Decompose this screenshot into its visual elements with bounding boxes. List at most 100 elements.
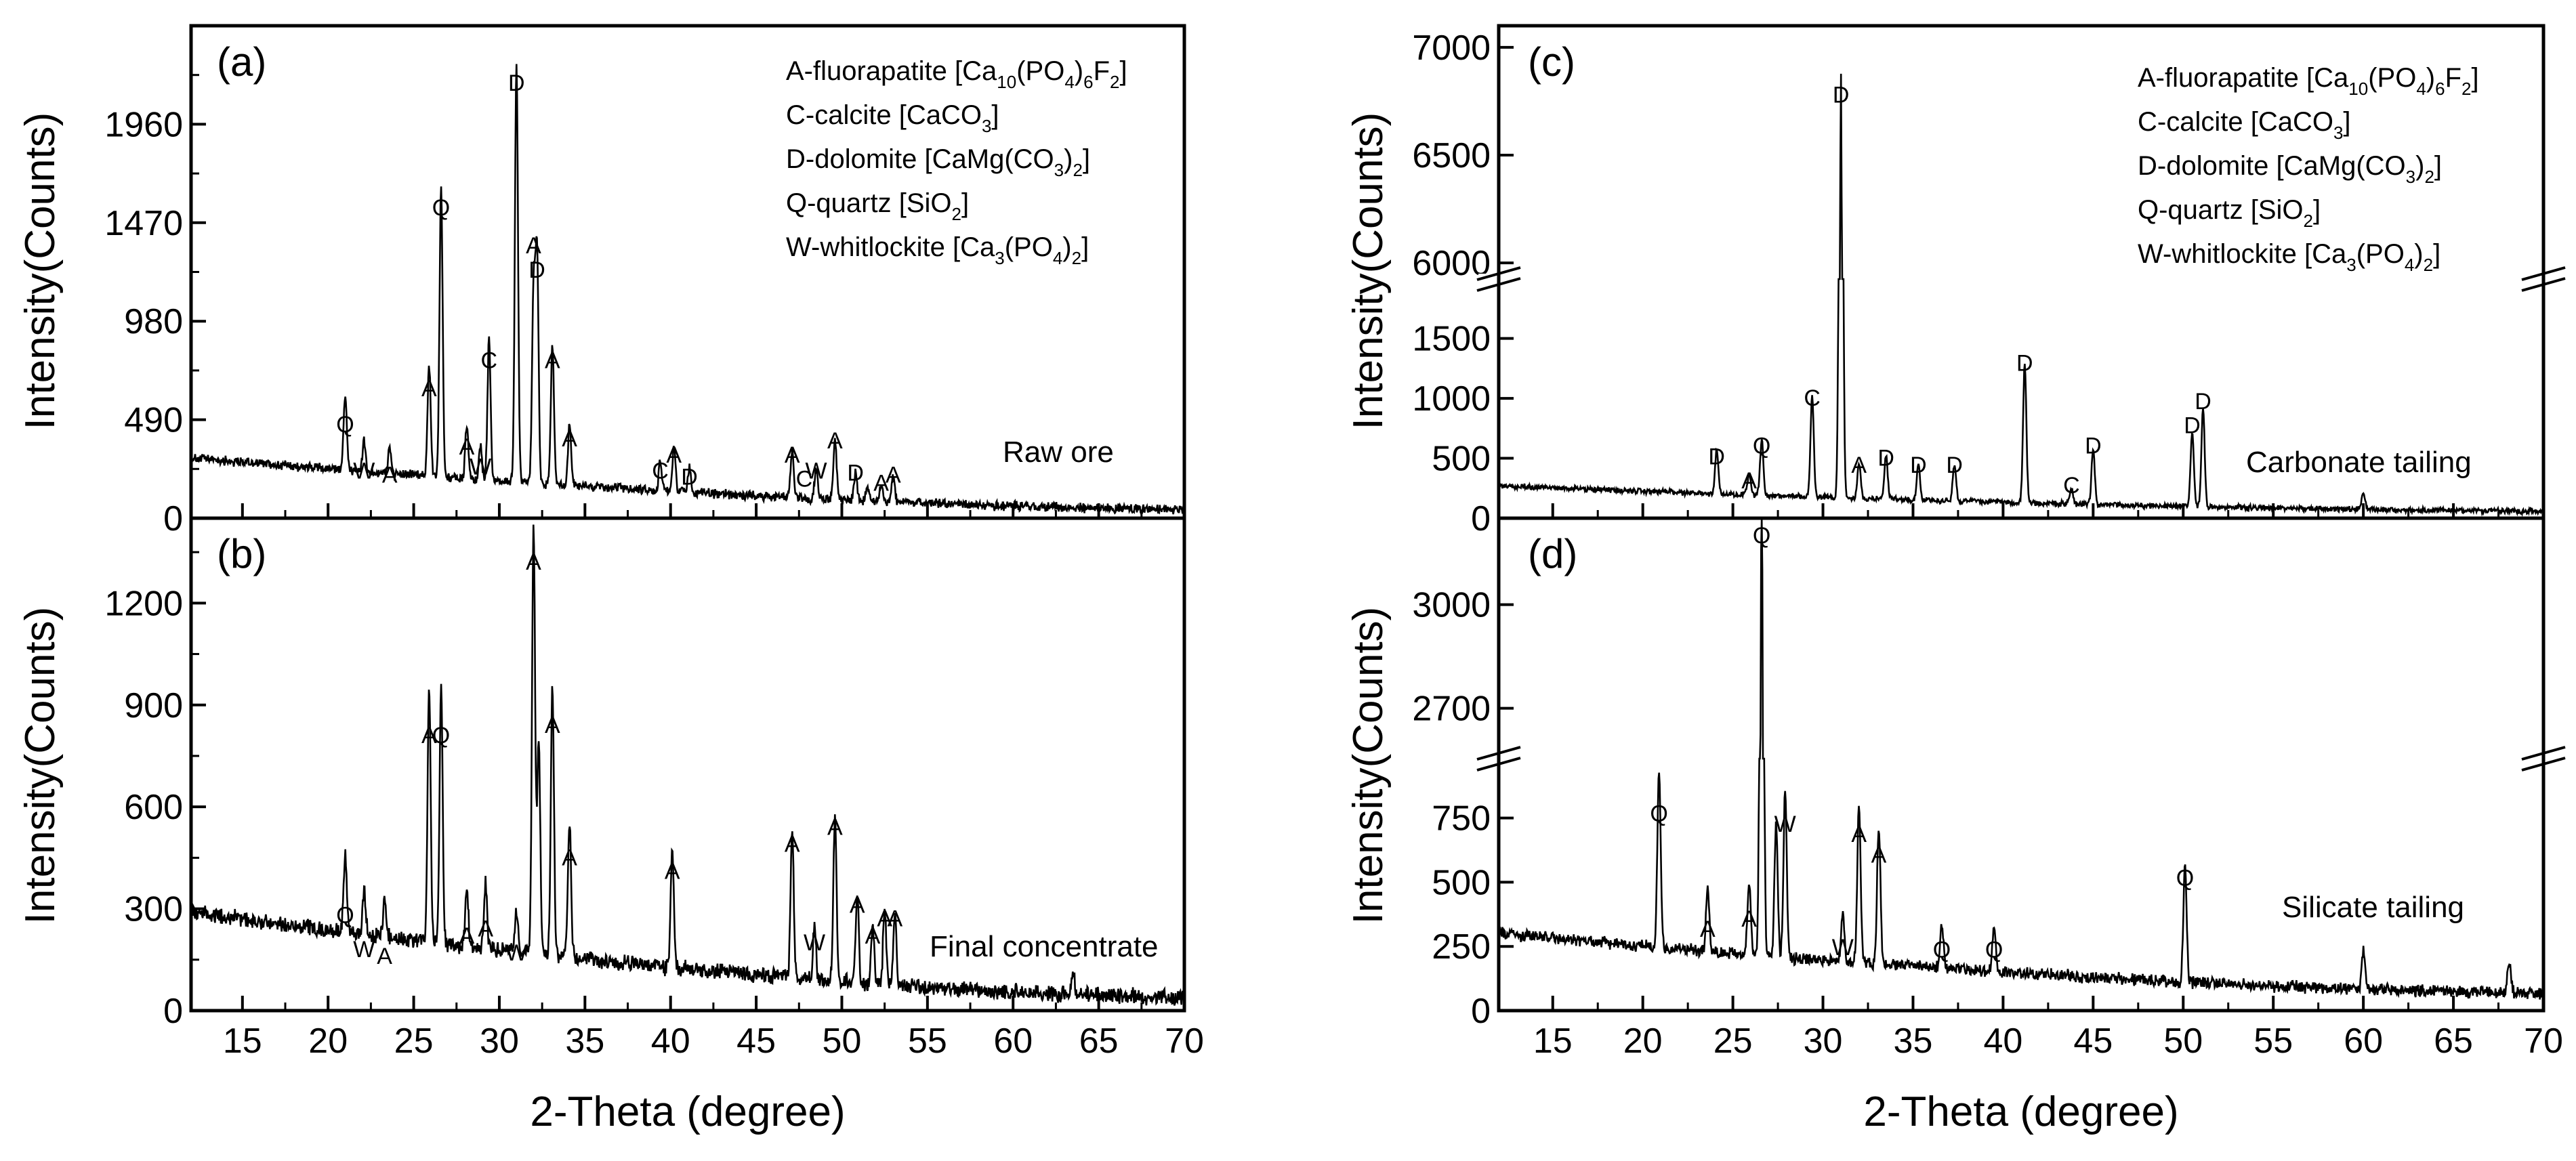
xtick-label-d-7: 50	[2163, 1021, 2203, 1061]
peak-label-d-4: W	[1774, 811, 1796, 837]
frame-d	[1497, 516, 2546, 1013]
panel-c: Intensity(Counts) 0 500 1000 1500 6000 6500 70…	[1345, 24, 2566, 539]
xtick-label-b-0: 15	[223, 1021, 262, 1061]
peak-label-a-2: A	[382, 462, 398, 488]
xtick-label-b-7: 50	[823, 1021, 862, 1061]
peak-label-c-9: D	[2016, 351, 2033, 377]
peak-label-c-12: D	[2184, 413, 2201, 439]
peak-label-a-3: A	[421, 376, 437, 402]
peak-label-d-7: A	[1871, 842, 1887, 868]
peak-label-b-8: A	[526, 549, 541, 575]
peak-label-c-5: A	[1851, 452, 1867, 478]
trace-c	[1497, 73, 2545, 518]
peak-label-a-9: A	[526, 233, 541, 259]
panel-d: Intensity(Counts) 0 250 500 750 2700 3000 15 20…	[1345, 516, 2566, 1135]
peak-label-d-1: A	[1700, 916, 1716, 942]
ytick-label-a-2: 980	[124, 302, 183, 341]
sample-label-b: Final concentrate	[930, 930, 1159, 963]
ytick-label-d-0: 0	[1471, 992, 1491, 1031]
peak-label-a-22: A	[886, 462, 901, 488]
ytick-label-c-1: 500	[1432, 440, 1491, 479]
peak-label-a-0: Q	[336, 412, 354, 438]
legend-c-fluorapatite: A-fluorapatite [Ca10(PO4)6F2]	[2138, 63, 2479, 99]
peak-label-d-9: Q	[1985, 937, 2003, 963]
legend-c: A-fluorapatite [Ca10(PO4)6F2] C-calcite …	[2138, 63, 2479, 275]
xtick-label-b-9: 60	[993, 1021, 1033, 1061]
ytick-label-b-0: 0	[163, 992, 183, 1031]
legend-a-dolomite: D-dolomite [CaMg(CO3)2]	[786, 144, 1090, 180]
panel-label-d: (d)	[1528, 531, 1577, 576]
peak-label-a-21: A	[873, 470, 889, 496]
peak-label-b-2: A	[377, 944, 392, 969]
xtick-label-d-2: 25	[1713, 1021, 1753, 1061]
peak-label-c-11: D	[2085, 434, 2102, 459]
peak-label-a-11: A	[545, 347, 560, 373]
panel-label-b: (b)	[217, 531, 266, 576]
peak-label-c-0: D	[1708, 444, 1725, 470]
ytick-label-d-1: 250	[1432, 927, 1491, 967]
xtick-label-d-3: 30	[1804, 1021, 1843, 1061]
peak-label-a-20: D	[847, 460, 864, 486]
peak-label-c-4: D	[1833, 82, 1850, 108]
peak-label-a-10: D	[528, 257, 545, 283]
peak-label-a-19: A	[827, 428, 843, 454]
xtick-label-b-8: 55	[908, 1021, 947, 1061]
peak-label-b-12: A	[785, 831, 800, 857]
xtick-label-b-3: 30	[480, 1021, 519, 1061]
peak-label-c-13: D	[2195, 389, 2211, 415]
peak-label-a-18: W	[806, 458, 827, 484]
xtick-label-d-8: 55	[2253, 1021, 2293, 1061]
xtick-label-d-1: 20	[1623, 1021, 1663, 1061]
peak-label-c-10: C	[2063, 473, 2080, 499]
peak-label-c-7: D	[1910, 452, 1927, 478]
peak-label-b-17: A	[877, 906, 892, 932]
ytick-label-c-5: 6500	[1412, 136, 1491, 175]
peak-label-b-7: W	[505, 940, 527, 966]
ytick-label-d-4: 2700	[1412, 690, 1491, 729]
ytick-label-a-1: 490	[124, 401, 183, 440]
legend-a-calcite: C-calcite [CaCO3]	[786, 100, 999, 136]
xtick-label-d-5: 40	[1983, 1021, 2022, 1061]
peak-label-b-5: A	[459, 923, 475, 949]
sample-label-d: Silicate tailing	[2282, 891, 2464, 924]
legend-c-dolomite: D-dolomite [CaMg(CO3)2]	[2138, 151, 2442, 187]
peak-label-c-8: D	[1946, 452, 1963, 478]
ytick-label-c-2: 1000	[1412, 379, 1491, 419]
xtick-label-d-4: 35	[1894, 1021, 1933, 1061]
legend-a-fluorapatite: A-fluorapatite [Ca10(PO4)6F2]	[786, 56, 1127, 92]
peak-label-b-10: A	[562, 845, 577, 870]
ytick-label-c-6: 7000	[1412, 28, 1491, 68]
peak-label-a-4: Q	[432, 195, 450, 221]
ytick-label-b-4: 1200	[104, 584, 183, 623]
peak-label-b-16: A	[865, 923, 881, 949]
ytick-label-c-3: 1500	[1412, 320, 1491, 359]
sample-label-a: Raw ore	[1003, 436, 1114, 469]
peak-label-d-10: Q	[2176, 865, 2194, 891]
xtick-label-b-4: 35	[565, 1021, 604, 1061]
ytick-label-c-4: 6000	[1412, 244, 1491, 283]
peak-label-b-11: A	[665, 859, 680, 885]
xtick-label-b-1: 20	[308, 1021, 348, 1061]
peak-label-d-2: A	[1741, 906, 1757, 932]
peak-label-d-3: Q	[1753, 523, 1770, 549]
peak-label-d-8: Q	[1933, 937, 1951, 963]
peak-label-c-6: D	[1877, 445, 1894, 471]
ticks-a: 0 490 980 1470 1960	[104, 74, 1186, 539]
peak-label-a-16: A	[785, 442, 800, 468]
ylabel-d: Intensity(Counts)	[1345, 607, 1392, 925]
peak-label-d-5: W	[1832, 935, 1854, 961]
peak-label-a-1: W	[353, 458, 375, 484]
peak-label-a-7: C	[481, 347, 498, 373]
xtick-label-d-10: 65	[2434, 1021, 2473, 1061]
trace-b	[190, 524, 1186, 1006]
peak-label-b-14: A	[827, 814, 843, 840]
peak-label-a-13: C	[652, 458, 669, 484]
peak-label-b-18: A	[887, 906, 902, 932]
xtick-label-b-2: 25	[394, 1021, 434, 1061]
